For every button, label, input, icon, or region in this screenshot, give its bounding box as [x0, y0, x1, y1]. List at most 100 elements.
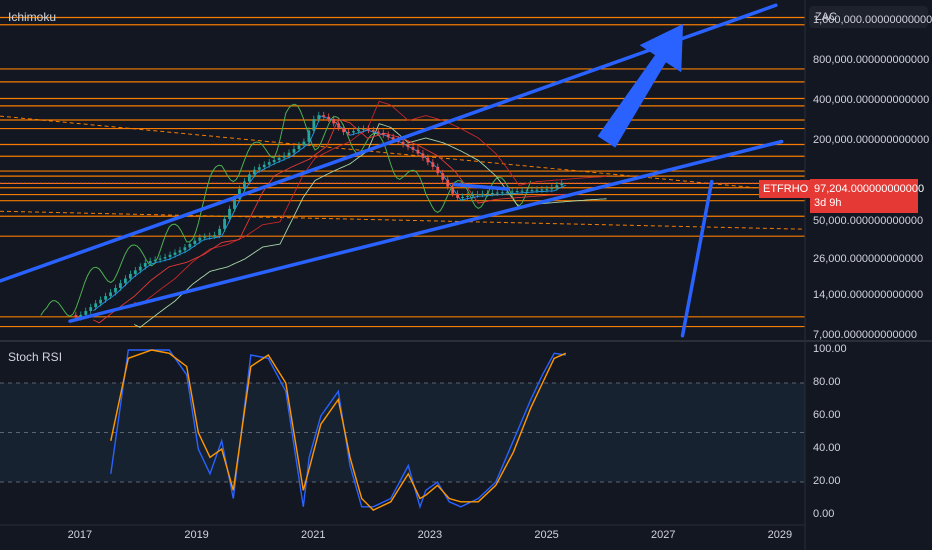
candle-body [89, 307, 93, 312]
dashed-projection [0, 115, 806, 193]
candle-body [317, 115, 321, 120]
candle-body [436, 166, 440, 174]
candle-body [104, 296, 107, 300]
trendline [0, 3, 778, 283]
candle-body [287, 152, 291, 156]
current-price: 97,204.000000000000 [814, 183, 925, 195]
candle-body [183, 247, 187, 251]
candle-body [74, 315, 78, 318]
candle-body [376, 131, 380, 133]
candle-body [540, 189, 544, 191]
candle-body [198, 237, 202, 241]
price-tick-label: 800,000.000000000000 [813, 54, 930, 67]
candle-body [362, 128, 365, 130]
candle-body [128, 274, 132, 279]
ichimoku-cloud [40, 100, 607, 328]
price-tick-label: 14,000.000000000000 [813, 288, 924, 301]
stoch-rsi-title: Stoch RSI [8, 350, 63, 364]
candle-body [406, 144, 410, 148]
projection-arrow [597, 23, 684, 148]
candle-body [94, 303, 98, 308]
candle-body [357, 129, 360, 132]
candle-body [173, 252, 177, 255]
candle-body [441, 173, 445, 180]
candle-body [124, 278, 127, 284]
time-tick-label: 2021 [301, 529, 326, 541]
candle-body [148, 261, 152, 264]
trendline [680, 179, 714, 338]
time-tick-label: 2029 [767, 529, 793, 541]
candle-body [114, 287, 117, 293]
candle-body [119, 283, 122, 288]
candle-body [133, 270, 137, 275]
candle-body [332, 119, 336, 124]
price-tick-label: 50,000.000000000000 [813, 214, 924, 227]
candle-body [525, 190, 529, 192]
trendlines [0, 3, 784, 338]
candle-body [168, 254, 172, 258]
candle-body [411, 147, 415, 150]
candle-body [421, 153, 425, 158]
candle-body [485, 193, 489, 195]
stoch-tick-label: 80.00 [813, 376, 841, 388]
candle-body [510, 191, 514, 193]
candle-body [461, 196, 464, 198]
candle-body [262, 164, 266, 168]
price-tick-label: 26,000.000000000000 [813, 252, 924, 265]
candle-body [391, 137, 395, 140]
candle-body [153, 259, 157, 262]
candle-body [228, 208, 231, 219]
candle-body [352, 131, 355, 133]
candle-body [446, 179, 450, 187]
currency-button[interactable]: ZAC [809, 6, 928, 28]
time-tick-label: 2017 [67, 529, 93, 541]
candle-body [203, 236, 207, 238]
trendline [68, 139, 784, 323]
candle-body [109, 292, 112, 297]
time-tick-label: 2027 [651, 529, 676, 541]
candle-body [252, 169, 256, 175]
candle-body [337, 123, 341, 128]
stoch-tick-label: 40.00 [813, 442, 841, 454]
stoch-d-line [110, 349, 567, 511]
candle-body [535, 189, 539, 191]
candle-body [213, 235, 217, 237]
candle-body [223, 218, 226, 229]
candle-body [267, 162, 271, 165]
candle-body [381, 132, 385, 135]
candle-body [302, 141, 306, 146]
candle-body [555, 185, 559, 188]
candle-body [158, 258, 162, 260]
candle-body [257, 167, 261, 170]
ichimoku-title: Ichimoku [8, 10, 57, 24]
candle-body [520, 190, 524, 192]
candle-body [218, 228, 222, 236]
candle-body [451, 186, 455, 194]
candle-body [466, 195, 469, 197]
candle-body [297, 145, 301, 150]
candle-body [282, 155, 286, 158]
candle-body [456, 193, 460, 198]
stoch-tick-label: 20.00 [813, 475, 841, 487]
candle-body [143, 263, 147, 267]
price-tick-label: 1,600,000.000000000000 [813, 14, 932, 27]
candle-body [272, 159, 276, 163]
candle-body [247, 174, 251, 182]
kijun-line [93, 118, 566, 324]
price-tick-label: 200,000.000000000000 [813, 134, 930, 147]
stoch-k-line [110, 349, 566, 510]
candle-body [530, 190, 534, 192]
candle-body [193, 240, 197, 244]
candle-body [476, 194, 479, 196]
candle-body [366, 128, 370, 131]
time-tick-label: 2025 [534, 529, 559, 541]
candle-body [238, 188, 241, 199]
trendline [453, 182, 510, 191]
candle-body [550, 187, 554, 190]
candle-body [99, 299, 103, 304]
candle-body [138, 266, 142, 271]
candle-body [307, 130, 311, 142]
candle-body [371, 130, 375, 132]
